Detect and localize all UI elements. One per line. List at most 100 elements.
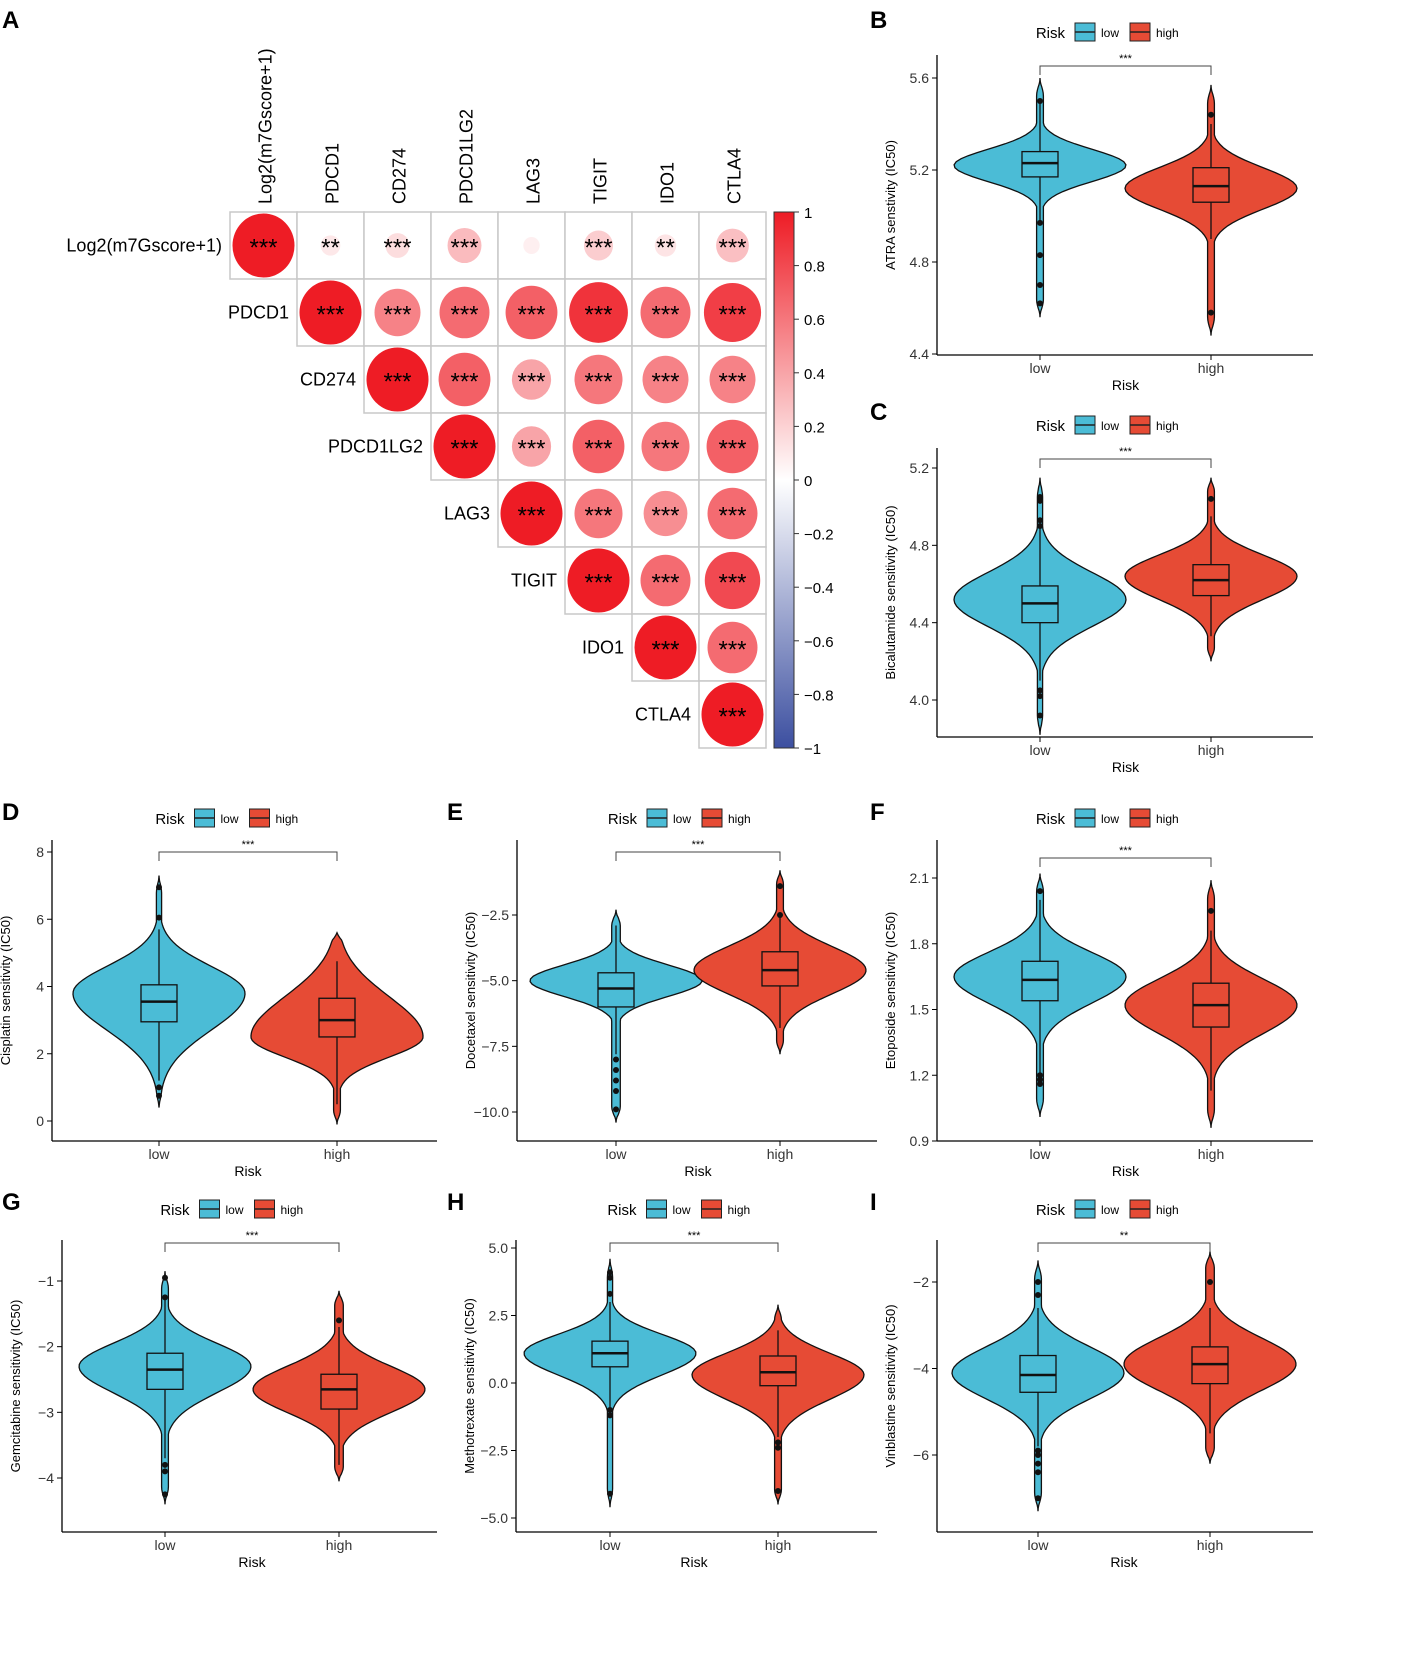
violin-panel-G: Risk low high *** −4 −3 −2 −1 low high Risk Gemcita… bbox=[8, 1199, 437, 1570]
legend-label-low: low bbox=[673, 1203, 691, 1217]
correlation-circle bbox=[439, 286, 490, 339]
y-tick-label: 6 bbox=[36, 911, 44, 927]
y-tick-label: 2 bbox=[36, 1046, 44, 1062]
significance-label: *** bbox=[450, 436, 478, 463]
y-axis-label: ATRA senstivity (IC50) bbox=[883, 140, 898, 270]
x-tick-label: low bbox=[605, 1146, 627, 1162]
colorbar-tick-label: 0.8 bbox=[804, 259, 825, 276]
row-label: PDCD1LG2 bbox=[328, 437, 423, 457]
outlier-point bbox=[1037, 693, 1043, 700]
x-tick-label: high bbox=[324, 1146, 350, 1162]
correlation-circle bbox=[567, 548, 630, 613]
x-tick-label: high bbox=[1198, 742, 1224, 758]
y-tick-label: 2.5 bbox=[489, 1308, 509, 1324]
x-tick-label: low bbox=[1029, 1146, 1051, 1162]
significance-label: *** bbox=[584, 436, 612, 463]
outlier-point bbox=[336, 1317, 342, 1324]
y-axis-label: Vinblastine sensitivity (IC50) bbox=[883, 1304, 898, 1467]
legend-label-high: high bbox=[281, 1203, 304, 1217]
y-axis-label: Docetaxel sensitivity (IC50) bbox=[463, 912, 478, 1070]
legend-title: Risk bbox=[155, 811, 185, 828]
y-axis-label: Methotrexate sensitivity (IC50) bbox=[462, 1298, 477, 1474]
outlier-point bbox=[156, 914, 162, 921]
y-tick-label: 4.8 bbox=[910, 254, 930, 270]
x-axis-label: Risk bbox=[684, 1163, 712, 1179]
significance-label: ** bbox=[1120, 1230, 1129, 1242]
y-tick-label: 5.2 bbox=[910, 162, 930, 178]
legend-label-low: low bbox=[1101, 812, 1119, 826]
row-label: TIGIT bbox=[511, 571, 557, 591]
x-tick-label: high bbox=[765, 1537, 791, 1553]
correlation-circle bbox=[232, 213, 295, 278]
correlation-circle bbox=[642, 355, 689, 404]
significance-label: *** bbox=[383, 302, 411, 329]
row-label: Log2(m7Gscore+1) bbox=[66, 236, 222, 256]
x-axis-label: Risk bbox=[1112, 377, 1140, 393]
outlier-point bbox=[607, 1274, 613, 1281]
y-tick-label: 5.2 bbox=[910, 460, 930, 476]
correlation-circle bbox=[523, 237, 540, 254]
y-tick-label: −7.5 bbox=[481, 1038, 509, 1054]
significance-label: *** bbox=[584, 503, 612, 530]
significance-label: *** bbox=[584, 369, 612, 396]
outlier-point bbox=[162, 1491, 168, 1498]
outlier-point bbox=[1037, 1072, 1043, 1079]
outlier-point bbox=[607, 1412, 613, 1419]
legend-label-high: high bbox=[728, 812, 751, 826]
y-tick-label: −1 bbox=[38, 1273, 54, 1289]
correlation-circle bbox=[505, 285, 558, 340]
legend-title: Risk bbox=[608, 811, 638, 828]
y-tick-label: −2.5 bbox=[480, 1443, 508, 1459]
violin-panel-H: Risk low high *** −5.0 −2.5 0.0 2.5 5.0 low high Ri… bbox=[462, 1199, 877, 1570]
outlier-point bbox=[162, 1461, 168, 1468]
significance-label: *** bbox=[718, 704, 746, 731]
x-tick-label: low bbox=[1029, 360, 1051, 376]
panel-label-I: I bbox=[870, 1189, 877, 1216]
y-tick-label: 4.8 bbox=[910, 537, 930, 553]
significance-bracket bbox=[615, 851, 781, 861]
x-tick-label: high bbox=[1197, 1537, 1223, 1553]
colorbar-tick-label: −0.4 bbox=[804, 580, 834, 597]
outlier-point bbox=[1037, 98, 1043, 104]
colorbar bbox=[773, 211, 795, 749]
outlier-point bbox=[156, 884, 162, 891]
outlier-point bbox=[162, 1274, 168, 1281]
significance-label: *** bbox=[718, 436, 746, 463]
x-tick-label: high bbox=[767, 1146, 793, 1162]
y-tick-label: 5.0 bbox=[489, 1240, 509, 1256]
significance-bracket bbox=[164, 1242, 340, 1252]
outlier-point bbox=[613, 1077, 619, 1084]
correlation-circle bbox=[366, 347, 429, 412]
legend-title: Risk bbox=[1036, 418, 1066, 435]
significance-bracket bbox=[158, 851, 338, 861]
correlation-circle bbox=[707, 621, 758, 674]
x-axis-label: Risk bbox=[238, 1554, 266, 1570]
outlier-point bbox=[162, 1294, 168, 1301]
y-tick-label: 4.0 bbox=[910, 692, 930, 708]
row-label: IDO1 bbox=[582, 638, 624, 658]
significance-label: *** bbox=[718, 302, 746, 329]
violin-panel-F: Risk low high *** 0.9 1.2 1.5 1.8 2.1 low high Risk… bbox=[883, 808, 1313, 1179]
outlier-point bbox=[607, 1490, 613, 1497]
legend-label-high: high bbox=[1156, 26, 1179, 40]
correlation-circle bbox=[320, 235, 341, 256]
outlier-point bbox=[1035, 1495, 1041, 1502]
correlation-circle bbox=[707, 487, 758, 540]
violin-panel-D: Risk low high *** 0 2 4 6 8 low high Risk Cisplatin … bbox=[0, 808, 437, 1179]
legend-title: Risk bbox=[1036, 1202, 1066, 1219]
colorbar-tick-label: 0.2 bbox=[804, 419, 825, 436]
box-low bbox=[146, 1352, 184, 1390]
significance-label: *** bbox=[517, 369, 545, 396]
outlier-point bbox=[1037, 517, 1043, 524]
violin-panel-E: Risk low high *** −10.0 −7.5 −5.0 −2.5 low high Ri… bbox=[463, 808, 877, 1179]
outlier-point bbox=[1035, 1469, 1041, 1476]
correlation-circle bbox=[574, 488, 623, 539]
y-axis-label: Gemcitabine sensitivity (IC50) bbox=[8, 1300, 23, 1473]
legend-title: Risk bbox=[607, 1202, 637, 1219]
column-label: PDCD1 bbox=[323, 143, 343, 204]
x-axis-label: Risk bbox=[1110, 1554, 1138, 1570]
panel-label-C: C bbox=[870, 399, 887, 426]
column-label: CTLA4 bbox=[725, 148, 745, 204]
outlier-point bbox=[613, 1056, 619, 1063]
x-tick-label: low bbox=[154, 1537, 176, 1553]
